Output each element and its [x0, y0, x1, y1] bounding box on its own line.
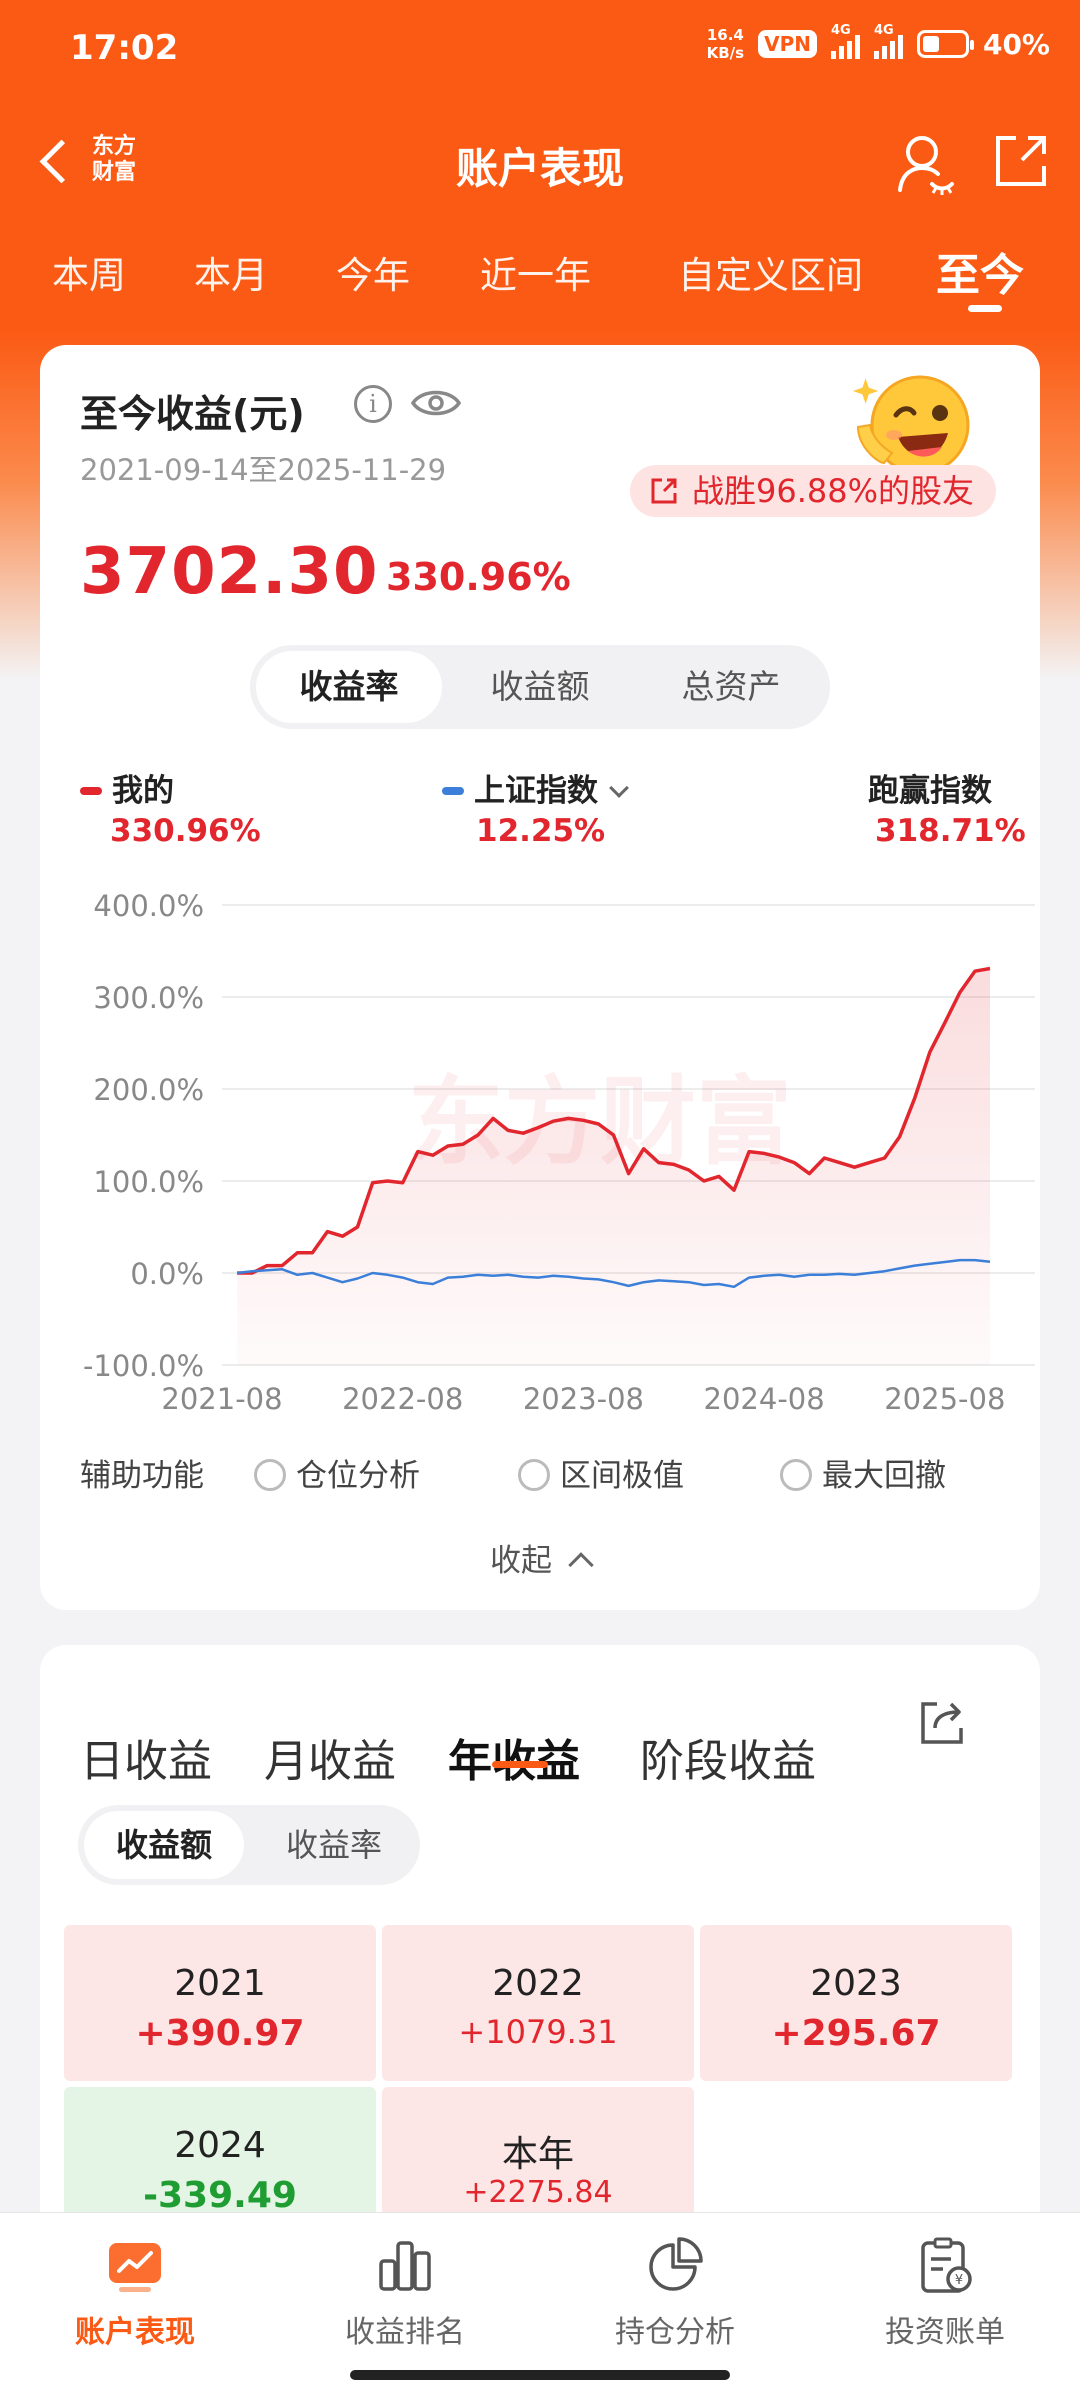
chart-type-toggle: 收益率 收益额 总资产	[250, 645, 830, 729]
share-icon[interactable]	[992, 132, 1050, 190]
signal-icon: 4G	[830, 23, 860, 59]
battery-icon	[916, 30, 974, 58]
user-privacy-icon[interactable]	[896, 132, 956, 196]
y-tick-label: 0.0%	[130, 1257, 204, 1291]
toggle-profit-rate[interactable]: 收益率	[285, 1826, 382, 1864]
tab-this-week[interactable]: 本周	[52, 254, 126, 297]
status-time: 17:02	[70, 28, 179, 68]
svg-text:¥: ¥	[955, 2273, 963, 2288]
y-tick-label: 200.0%	[93, 1073, 204, 1107]
y-tick-label: 300.0%	[93, 981, 204, 1015]
export-icon[interactable]	[917, 1698, 967, 1748]
tab-last-year[interactable]: 近一年	[480, 254, 591, 297]
performance-card: 至今收益(元) i 2021-09-14至2025-11-29 战胜96.88%…	[40, 345, 1040, 1610]
series-line-mine	[237, 966, 991, 1275]
tab-since-inception[interactable]: 至今	[936, 250, 1024, 301]
info-icon[interactable]: i	[354, 385, 392, 423]
total-return-rate: 330.96%	[386, 555, 571, 599]
tab-this-month[interactable]: 本月	[194, 254, 268, 297]
x-tick-label: 2025-08	[884, 1382, 1005, 1416]
signal-icon-2: 4G	[873, 23, 903, 59]
x-tick-label: 2021-08	[161, 1382, 282, 1416]
legend-beat-index: 跑赢指数	[868, 773, 992, 809]
option-position-analysis[interactable]: 仓位分析	[254, 1450, 420, 1495]
legend-mine: 我的	[80, 765, 174, 810]
nav-investment-bill[interactable]: ¥ 投资账单	[810, 2213, 1080, 2363]
tab-daily-profit[interactable]: 日收益	[80, 1736, 212, 1787]
tab-this-year[interactable]: 今年	[336, 254, 410, 297]
brand-logo: 东方 财富	[92, 134, 137, 185]
pie-chart-icon	[649, 2237, 703, 2291]
year-cell-2023[interactable]: 2023 +295.67	[700, 1925, 1012, 2081]
app-header: 东方 财富 账户表现	[0, 110, 1080, 220]
tab-stage-profit[interactable]: 阶段收益	[640, 1736, 816, 1787]
period-tabs: 本周 本月 今年 近一年 自定义区间 至今	[0, 245, 1080, 315]
bill-icon: ¥	[921, 2237, 972, 2293]
option-range-extremes[interactable]: 区间极值	[518, 1450, 684, 1495]
y-tick-label: -100.0%	[83, 1349, 204, 1383]
legend-index-swatch	[442, 786, 464, 795]
toggle-return-amount[interactable]: 收益额	[490, 667, 590, 706]
option-max-drawdown[interactable]: 最大回撤	[780, 1450, 946, 1495]
nav-profit-ranking[interactable]: 收益排名	[270, 2213, 540, 2363]
return-line-chart[interactable]: 400.0%300.0%200.0%100.0%0.0%-100.0%东方财富2…	[40, 865, 1040, 1435]
battery-level: 40%	[982, 27, 1050, 61]
active-tab-indicator	[968, 305, 1002, 312]
profit-unit-toggle: 收益额 收益率	[78, 1805, 420, 1885]
toggle-total-assets[interactable]: 总资产	[681, 667, 781, 706]
series-area-0	[237, 968, 991, 1365]
legend-index-selector[interactable]: 上证指数	[442, 765, 629, 810]
radio-icon	[254, 1458, 286, 1491]
x-tick-label: 2023-08	[523, 1382, 644, 1416]
x-tick-label: 2024-08	[704, 1382, 825, 1416]
radio-icon	[518, 1458, 550, 1491]
legend-index-value: 12.25%	[476, 813, 606, 849]
home-indicator	[350, 2370, 730, 2380]
chevron-up-icon	[568, 1551, 594, 1578]
year-cell-2021[interactable]: 2021 +390.97	[64, 1925, 376, 2081]
nav-account-performance[interactable]: 账户表现	[0, 2213, 270, 2363]
beat-peers-badge[interactable]: 战胜96.88%的股友	[630, 465, 997, 517]
bottom-navigation: 账户表现 收益排名 持仓分析 ¥ 投资账单	[0, 2212, 1080, 2400]
aux-functions-label: 辅助功能	[80, 1458, 204, 1494]
tab-monthly-profit[interactable]: 月收益	[264, 1736, 396, 1787]
chevron-down-icon	[609, 777, 629, 798]
legend-mine-value: 330.96%	[110, 813, 261, 849]
ranking-icon	[379, 2241, 431, 2291]
vpn-badge: VPN	[758, 30, 817, 58]
legend-beat-value: 318.71%	[875, 813, 1026, 849]
tab-yearly-profit[interactable]: 年收益	[448, 1725, 580, 1789]
eye-icon[interactable]	[410, 381, 462, 425]
performance-icon	[109, 2243, 161, 2292]
status-bar: 17:02 16.4 KB/s VPN 4G 4G 40%	[0, 0, 1080, 100]
date-range: 2021-09-14至2025-11-29	[80, 453, 447, 487]
legend-mine-swatch	[80, 786, 102, 795]
page-title: 账户表现	[455, 144, 624, 193]
net-speed: 16.4 KB/s	[706, 26, 745, 62]
nav-holding-analysis[interactable]: 持仓分析	[540, 2213, 810, 2363]
status-indicators: 16.4 KB/s VPN 4G 4G 40%	[706, 23, 1050, 62]
tab-custom-range[interactable]: 自定义区间	[678, 254, 863, 297]
toggle-profit-amount[interactable]: 收益额	[84, 1811, 244, 1879]
x-tick-label: 2022-08	[342, 1382, 463, 1416]
series-line-index	[236, 1258, 991, 1289]
radio-icon	[780, 1458, 812, 1491]
summary-title: 至今收益(元)	[80, 392, 305, 436]
y-tick-label: 400.0%	[93, 889, 204, 923]
share-small-icon	[651, 478, 677, 504]
profit-tab-indicator	[492, 1761, 548, 1768]
collapse-button[interactable]: 收起	[40, 1535, 1040, 1580]
wink-emoji-icon	[852, 375, 970, 475]
toggle-return-rate[interactable]: 收益率	[256, 651, 442, 723]
year-cell-2022[interactable]: 2022 +1079.31	[382, 1925, 694, 2081]
total-profit: 3702.30	[80, 535, 379, 609]
y-tick-label: 100.0%	[93, 1165, 204, 1199]
